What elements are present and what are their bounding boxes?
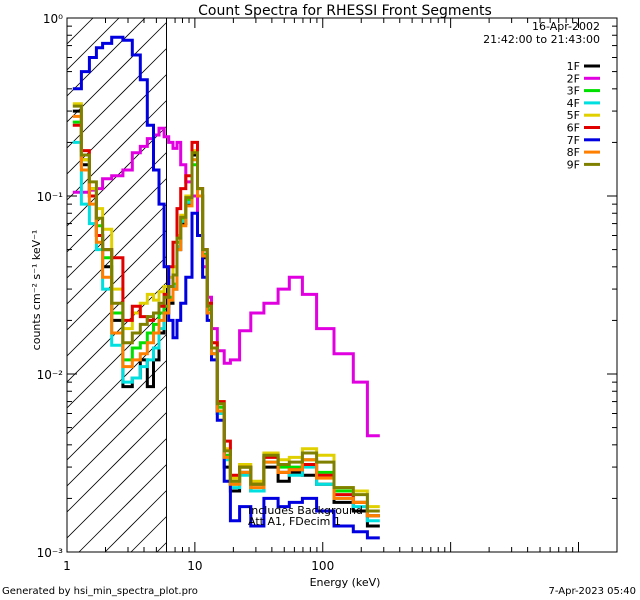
hatch-line [67, 386, 167, 487]
hatch-line [67, 204, 167, 305]
legend-label: 9F [567, 158, 580, 171]
series-2F [72, 126, 380, 438]
hatch-line [156, 542, 167, 552]
legend-label: 2F [567, 72, 580, 85]
series-group [72, 35, 380, 540]
timestamp-footer: 7-Apr-2023 05:40 [549, 586, 636, 597]
date-label: 16-Apr-2002 [532, 20, 600, 33]
hatch-line [67, 18, 120, 71]
hatch-line [67, 334, 167, 435]
series-9F [72, 104, 380, 513]
hatch-line [104, 490, 167, 552]
hatch-line [67, 230, 167, 331]
hatch-line [130, 516, 167, 552]
hatch-line [67, 438, 167, 539]
hatch-line [67, 178, 167, 279]
legend-label: 1F [567, 60, 580, 73]
legend-label: 4F [567, 97, 580, 110]
legend-label: 3F [567, 85, 580, 98]
hatch-line [67, 22, 167, 123]
y-tick-label: 10⁻² [37, 368, 64, 382]
hatch-line [67, 18, 146, 97]
hatch-line [67, 412, 167, 513]
legend-label: 8F [567, 146, 580, 159]
x-tick-label: 100 [311, 559, 334, 573]
hatch-line [67, 18, 94, 45]
legend-label: 5F [567, 109, 580, 122]
hatch-line [67, 152, 167, 253]
hatch-line [78, 464, 167, 552]
hatch-line [67, 74, 167, 175]
y-tick-label: 10⁻³ [37, 546, 64, 560]
x-tick-label: 10 [187, 559, 202, 573]
legend-label: 6F [567, 122, 580, 135]
hatch-line [67, 48, 167, 149]
axis-ticks: 1 10 100 10⁰ 10⁻¹ 10⁻² 10⁻³ [37, 12, 618, 573]
legend-label: 7F [567, 134, 580, 147]
plot-frame [66, 17, 618, 553]
series-5F [72, 102, 380, 509]
time-range-label: 21:42:00 to 21:43:00 [483, 33, 600, 46]
y-tick-label: 10⁻¹ [37, 190, 64, 204]
attenuator-note-line-2: Att A1, FDecim 1 [248, 515, 341, 528]
chart-title: Count Spectra for RHESSI Front Segments [198, 3, 492, 19]
hatch-line [67, 360, 167, 461]
series-7F [72, 35, 380, 540]
hatch-line [67, 256, 167, 357]
y-tick-label: 10⁰ [43, 12, 63, 26]
hatched-background-region [67, 18, 168, 552]
hatch-line [67, 308, 167, 409]
y-axis-label: counts cm⁻² s⁻¹ keV⁻¹ [30, 230, 43, 351]
hatch-line [67, 100, 167, 201]
legend: 16-Apr-2002 21:42:00 to 21:43:00 1F2F3F4… [483, 20, 600, 171]
x-tick-label: 1 [63, 559, 71, 573]
generated-by-footer: Generated by hsi_min_spectra_plot.pro [2, 586, 198, 597]
x-axis-label: Energy (keV) [310, 576, 381, 589]
attenuator-note-line-1: Includes Background [248, 504, 363, 517]
